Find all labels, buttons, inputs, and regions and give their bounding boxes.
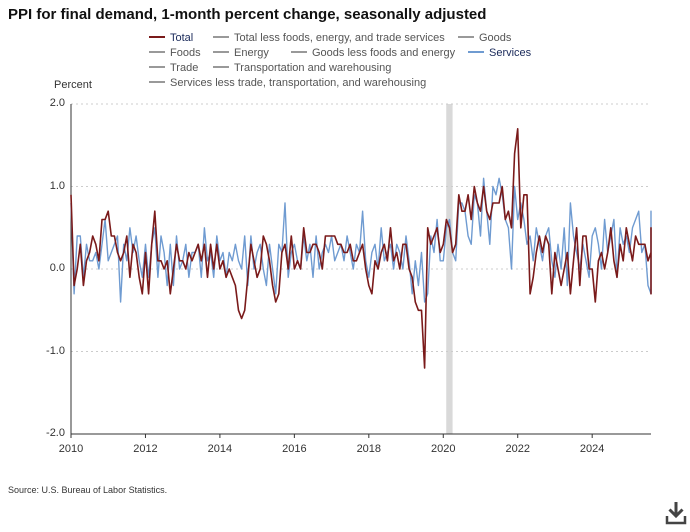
legend-swatch — [291, 51, 307, 54]
legend-item[interactable]: Foods — [149, 47, 201, 60]
y-tick-label: 0.0 — [49, 262, 65, 274]
x-tick-label: 2018 — [356, 443, 382, 455]
legend-swatch — [468, 51, 484, 54]
recession-shading — [446, 104, 453, 434]
legend-swatch — [149, 81, 165, 84]
legend-swatch — [213, 66, 229, 69]
legend-label: Goods — [479, 32, 512, 44]
legend-swatch — [149, 36, 165, 39]
legend-item[interactable]: Energy — [213, 47, 269, 60]
legend-label: Foods — [170, 47, 201, 59]
legend-swatch — [213, 51, 229, 54]
x-tick-label: 2012 — [133, 443, 158, 455]
legend-label: Total less foods, energy, and trade serv… — [234, 32, 445, 44]
legend-item[interactable]: Services less trade, transportation, and… — [149, 77, 426, 90]
x-tick-label: 2022 — [505, 443, 530, 455]
x-tick-label: 2024 — [579, 443, 605, 455]
y-tick-label: 2.0 — [49, 97, 65, 109]
y-tick-label: -1.0 — [46, 344, 65, 357]
legend-item[interactable]: Total less foods, energy, and trade serv… — [213, 32, 445, 45]
legend-label: Services less trade, transportation, and… — [170, 77, 427, 89]
legend-item[interactable]: Transportation and warehousing — [213, 62, 391, 75]
legend-swatch — [458, 36, 474, 39]
legend-item[interactable]: Trade — [149, 62, 198, 75]
legend-swatch — [149, 66, 165, 69]
y-axis-label: Percent — [54, 79, 92, 91]
chart-title: PPI for final demand, 1-month percent ch… — [8, 6, 487, 23]
legend-label: Energy — [234, 47, 269, 59]
legend-label: Goods less foods and energy — [312, 47, 456, 59]
legend-item[interactable]: Goods — [458, 32, 511, 45]
x-tick-label: 2010 — [58, 443, 84, 455]
x-tick-label: 2020 — [431, 443, 456, 455]
download-icon[interactable] — [665, 500, 687, 526]
legend-label: Transportation and warehousing — [234, 62, 392, 74]
series-line-services — [70, 177, 652, 303]
x-tick-label: 2014 — [207, 443, 233, 455]
legend-item[interactable]: Services — [468, 47, 531, 60]
legend-label: Total — [170, 32, 194, 44]
legend-label: Services — [489, 47, 532, 59]
y-tick-label: 1.0 — [49, 179, 65, 192]
y-tick-label: -2.0 — [46, 427, 65, 439]
series-line-total — [70, 128, 652, 369]
legend-swatch — [213, 36, 229, 39]
source-note: Source: U.S. Bureau of Labor Statistics. — [8, 485, 168, 495]
legend-item[interactable]: Goods less foods and energy — [291, 47, 455, 60]
legend-label: Trade — [170, 62, 199, 74]
x-tick-label: 2016 — [282, 443, 307, 455]
legend-item[interactable]: Total — [149, 32, 193, 45]
legend-swatch — [149, 51, 165, 54]
